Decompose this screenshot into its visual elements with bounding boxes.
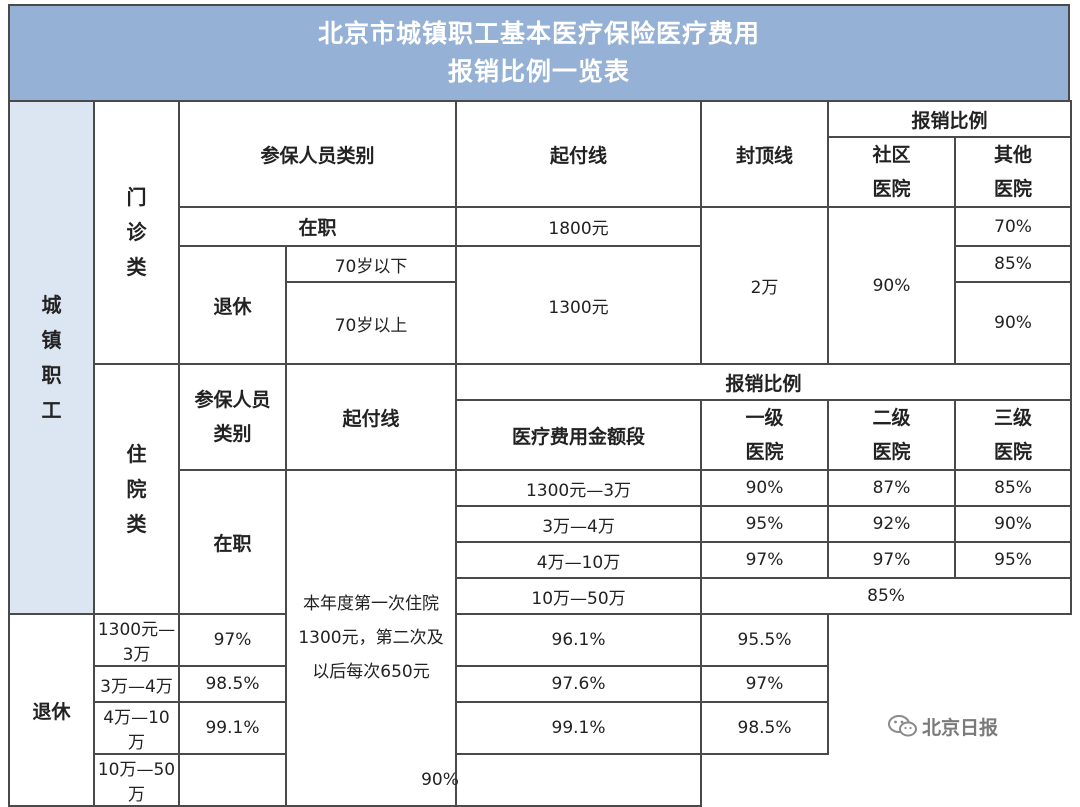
op-under70-label: 70岁以下: [284, 245, 458, 283]
op-retired-threshold: 1300元: [455, 245, 703, 365]
reimbursement-document: 北京市城镇职工基本医疗保险医疗费用 报销比例一览表 城镇职工 门诊类 参保人员类…: [8, 4, 1073, 807]
ip-ret-range-1: 1300元—3万: [93, 613, 180, 667]
op-over70-label: 70岁以上: [284, 281, 458, 365]
watermark: 北京日报: [888, 708, 998, 744]
ip-ret-range-3: 4万—10万: [93, 701, 180, 755]
ip-ret-l2-3: 99.1%: [455, 701, 703, 755]
ip-emp-l2-3: 97%: [827, 541, 957, 579]
reimbursement-table: 城镇职工 门诊类 参保人员类别 起付线 封顶线 报销比例 社区 医院 其他 医院…: [8, 100, 1073, 807]
ip-ratio-header: 报销比例: [455, 363, 1073, 401]
ip-emp-l1-1: 90%: [700, 469, 830, 507]
ip-emp-l2-2: 92%: [827, 505, 957, 543]
ip-level2-line2: 医院: [872, 441, 911, 463]
side-label-cell: 城镇职工: [8, 100, 95, 615]
ip-ret-l3-2: 97%: [700, 665, 830, 703]
ip-ret-l3-3: 98.5%: [700, 701, 830, 755]
ip-category-line2: 类别: [213, 423, 252, 445]
ip-emp-range-2: 3万—4万: [455, 505, 703, 543]
ip-emp-range-3: 4万—10万: [455, 541, 703, 579]
outpatient-label-cell: 门诊类: [93, 100, 180, 365]
ip-ret-l1-2: 98.5%: [178, 665, 287, 703]
op-employed-other: 70%: [954, 206, 1073, 247]
op-other-line2: 医院: [994, 178, 1033, 200]
ip-emp-range-1: 1300元—3万: [455, 469, 703, 507]
page-title: 北京市城镇职工基本医疗保险医疗费用 报销比例一览表: [8, 4, 1070, 100]
ip-category-header: 参保人员 类别: [178, 363, 287, 471]
ip-ret-l1-1: 97%: [178, 613, 287, 667]
ip-emp-l1-3: 97%: [700, 541, 830, 579]
ip-emp-range-4: 10万—50万: [455, 577, 703, 615]
ip-level3-line1: 三级: [994, 407, 1033, 429]
ip-emp-l3-1: 85%: [954, 469, 1073, 507]
inpatient-label-cell: 住院类: [93, 363, 180, 615]
op-other-header: 其他 医院: [954, 136, 1073, 208]
op-retired-label: 退休: [178, 245, 287, 365]
wechat-icon: [888, 715, 917, 737]
ip-threshold-header: 起付线: [284, 363, 458, 471]
ip-level1-line1: 一级: [745, 407, 784, 429]
op-community-line1: 社区: [872, 144, 911, 166]
op-over70-other: 90%: [954, 281, 1073, 365]
op-other-line1: 其他: [994, 144, 1033, 166]
op-cap-header: 封顶线: [700, 100, 830, 208]
ip-emp-l3-2: 90%: [954, 505, 1073, 543]
ip-level3-line2: 医院: [994, 441, 1033, 463]
ip-ret-l1-3: 99.1%: [178, 701, 287, 755]
ip-ret-l2-1: 96.1%: [455, 613, 703, 667]
ip-threshold-note-cell: 本年度第一次住院1300元，第二次及以后每次650元: [284, 469, 458, 807]
op-community-line2: 医院: [872, 178, 911, 200]
ip-emp-l1-2: 95%: [700, 505, 830, 543]
op-threshold-header: 起付线: [455, 100, 703, 208]
ip-ret-range-2: 3万—4万: [93, 665, 180, 703]
title-line-1: 北京市城镇职工基本医疗保险医疗费用: [317, 19, 760, 48]
ip-level1-header: 一级 医院: [700, 399, 830, 471]
ip-level3-header: 三级 医院: [954, 399, 1073, 471]
ip-ret-merged-ratio: 90%: [177, 753, 703, 807]
outpatient-label: 门诊类: [126, 185, 147, 279]
op-category-header: 参保人员类别: [177, 100, 458, 208]
ip-ret-range-4: 10万—50万: [93, 753, 180, 807]
side-label: 城镇职工: [41, 292, 62, 422]
op-cap-value: 2万: [700, 206, 830, 365]
ip-level1-line2: 医院: [745, 441, 784, 463]
op-ratio-header: 报销比例: [827, 100, 1073, 138]
title-line-2: 报销比例一览表: [447, 57, 630, 86]
ip-ret-l2-2: 97.6%: [455, 665, 703, 703]
op-community-header: 社区 医院: [827, 136, 957, 208]
ip-emp-merged-ratio: 85%: [700, 577, 1073, 615]
ip-level2-line1: 二级: [872, 407, 911, 429]
watermark-text: 北京日报: [922, 716, 999, 739]
ip-category-line1: 参保人员: [194, 389, 271, 411]
ip-emp-l3-3: 95%: [954, 541, 1073, 579]
op-community-ratio: 90%: [827, 206, 957, 365]
ip-retired-label: 退休: [8, 613, 95, 807]
ip-ret-l3-1: 95.5%: [700, 613, 830, 667]
ip-employed-label: 在职: [178, 469, 287, 615]
inpatient-label: 住院类: [126, 441, 147, 536]
ip-amount-header: 医疗费用金额段: [455, 399, 703, 471]
op-under70-other: 85%: [954, 245, 1073, 283]
op-employed-threshold: 1800元: [455, 206, 703, 247]
ip-level2-header: 二级 医院: [827, 399, 957, 471]
ip-emp-l2-1: 87%: [827, 469, 957, 507]
op-employed-label: 在职: [177, 206, 458, 247]
ip-threshold-note: 本年度第一次住院1300元，第二次及以后每次650元: [298, 594, 444, 682]
